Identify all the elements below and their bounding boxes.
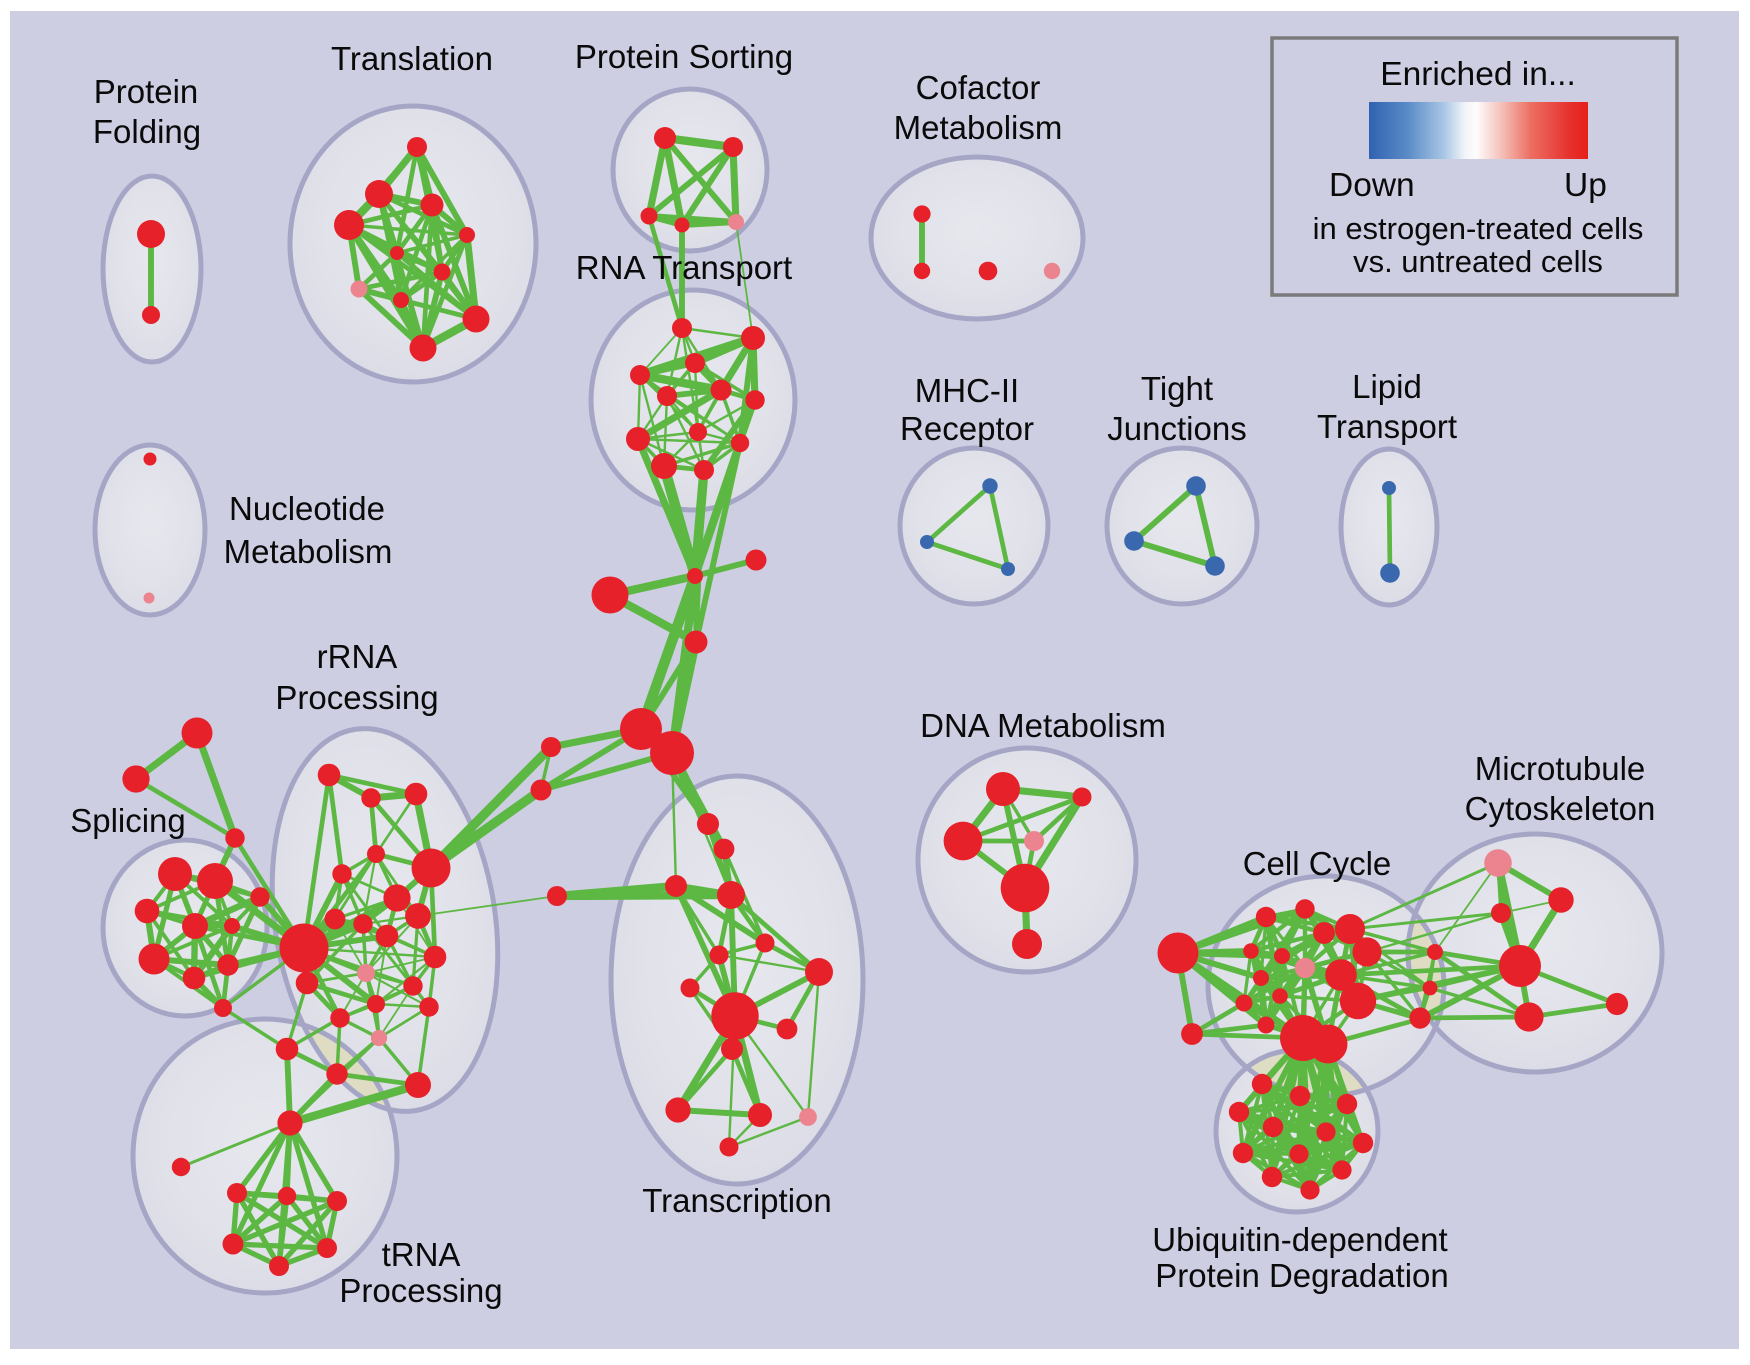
svg-text:Protein: Protein xyxy=(94,73,199,110)
svg-text:Protein Sorting: Protein Sorting xyxy=(575,38,793,75)
svg-text:Down: Down xyxy=(1329,167,1415,204)
svg-text:Processing: Processing xyxy=(275,679,438,716)
svg-text:Metabolism: Metabolism xyxy=(224,533,393,570)
svg-text:Processing: Processing xyxy=(339,1272,502,1309)
svg-text:DNA Metabolism: DNA Metabolism xyxy=(920,707,1166,744)
svg-text:Receptor: Receptor xyxy=(900,410,1034,447)
svg-text:Translation: Translation xyxy=(331,40,493,77)
svg-text:MHC-II: MHC-II xyxy=(915,372,1019,409)
svg-text:Splicing: Splicing xyxy=(70,802,186,839)
svg-text:Transport: Transport xyxy=(1317,408,1457,445)
svg-text:Ubiquitin-dependent: Ubiquitin-dependent xyxy=(1152,1221,1447,1258)
svg-text:Cofactor: Cofactor xyxy=(916,69,1041,106)
svg-text:rRNA: rRNA xyxy=(317,638,398,675)
svg-text:Microtubule: Microtubule xyxy=(1475,750,1646,787)
svg-text:Folding: Folding xyxy=(93,113,201,150)
svg-text:Transcription: Transcription xyxy=(642,1182,832,1219)
svg-text:Enriched in...: Enriched in... xyxy=(1380,56,1576,93)
svg-text:tRNA: tRNA xyxy=(382,1236,461,1273)
svg-text:Lipid: Lipid xyxy=(1352,368,1422,405)
svg-text:Cytoskeleton: Cytoskeleton xyxy=(1465,790,1656,827)
svg-text:Metabolism: Metabolism xyxy=(894,109,1063,146)
svg-text:in estrogen-treated cells: in estrogen-treated cells xyxy=(1313,211,1644,246)
svg-text:vs. untreated cells: vs. untreated cells xyxy=(1353,244,1603,279)
svg-text:Nucleotide: Nucleotide xyxy=(229,490,385,527)
svg-text:Tight: Tight xyxy=(1141,370,1213,407)
svg-text:RNA Transport: RNA Transport xyxy=(576,249,792,286)
svg-text:Junctions: Junctions xyxy=(1107,410,1246,447)
svg-text:Cell Cycle: Cell Cycle xyxy=(1243,845,1392,882)
svg-text:Up: Up xyxy=(1564,167,1607,204)
svg-text:Protein Degradation: Protein Degradation xyxy=(1155,1257,1449,1294)
